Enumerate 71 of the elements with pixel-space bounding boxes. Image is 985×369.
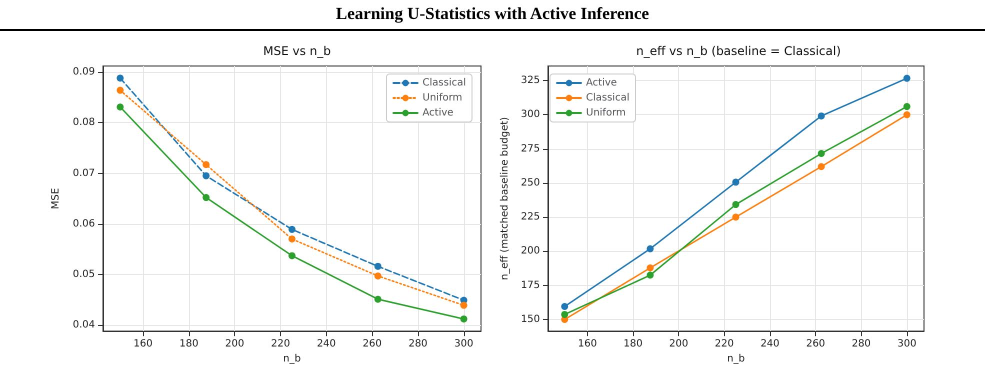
x-tick-label: 240: [316, 338, 336, 350]
point: [903, 103, 910, 110]
y-axis-title: MSE: [50, 188, 62, 210]
chart-title: n_eff vs n_b (baseline = Classical): [636, 44, 841, 58]
point: [646, 264, 654, 272]
point: [460, 302, 468, 309]
point: [460, 315, 468, 322]
x-tick-label: 160: [134, 338, 153, 350]
x-tick-label: 160: [578, 338, 598, 350]
point: [202, 161, 210, 168]
x-tick-label: 220: [271, 338, 290, 350]
point: [561, 310, 568, 318]
y-tick-label: 275: [520, 143, 540, 154]
text: Learning U-Statistics with Active Inference: [0, 0, 985, 31]
point: [561, 303, 568, 310]
point: [818, 163, 825, 170]
point: [818, 150, 825, 157]
x-tick-label: 220: [714, 338, 734, 350]
point: [646, 272, 654, 279]
y-tick-label: 300: [520, 109, 540, 120]
x-tick-label: 300: [454, 338, 474, 350]
x-tick-label: 180: [624, 338, 643, 350]
x-tick-label: 240: [760, 338, 780, 350]
y-tick-label: 0.09: [72, 66, 95, 78]
y-tick-label: 325: [520, 75, 540, 86]
x-tick-label: 200: [225, 338, 244, 350]
point: [732, 201, 740, 208]
x-tick-label: 280: [408, 338, 428, 350]
point: [288, 226, 296, 233]
y-tick-label: 200: [520, 246, 540, 257]
legend-label: Classical: [586, 92, 630, 104]
point: [202, 194, 210, 202]
point: [374, 262, 382, 270]
y-tick-label: 150: [520, 314, 540, 325]
y-tick-label: 225: [520, 212, 540, 223]
chart-title: MSE vs n_b: [263, 44, 331, 58]
y-tick-label: 175: [520, 280, 540, 291]
point: [732, 214, 740, 221]
y-tick-label: 0.05: [72, 268, 95, 280]
point: [903, 74, 910, 82]
x-tick-label: 200: [669, 338, 688, 350]
legend-label: Uniform: [422, 92, 462, 104]
legend-label: Active: [586, 78, 617, 88]
x-axis-title: n_b: [283, 354, 301, 364]
x-tick-label: 260: [362, 338, 382, 350]
point: [202, 172, 210, 180]
point: [903, 111, 910, 118]
legend-label: Classical: [422, 78, 466, 88]
x-tick-label: 300: [897, 338, 916, 350]
y-tick-label: 0.06: [72, 218, 95, 230]
y-tick-label: 0.07: [72, 168, 95, 179]
point: [732, 178, 740, 186]
x-tick-label: 280: [852, 338, 871, 350]
y-axis-title: n_eff (matched baseline budget): [500, 116, 510, 280]
point: [288, 252, 296, 260]
point: [116, 86, 124, 94]
point: [288, 236, 296, 243]
x-tick-label: 260: [806, 338, 826, 350]
point: [818, 112, 825, 120]
y-tick-label: 0.08: [72, 117, 95, 128]
y-tick-label: 0.04: [72, 320, 95, 331]
x-axis-title: n_b: [727, 354, 745, 364]
y-tick-label: 250: [520, 177, 540, 188]
legend-label: Uniform: [586, 108, 626, 118]
point: [646, 245, 654, 252]
x-tick-label: 180: [179, 338, 198, 350]
legend-label: Active: [422, 108, 454, 118]
point: [374, 296, 382, 303]
point: [116, 103, 124, 110]
point: [374, 272, 382, 280]
point: [116, 74, 124, 82]
